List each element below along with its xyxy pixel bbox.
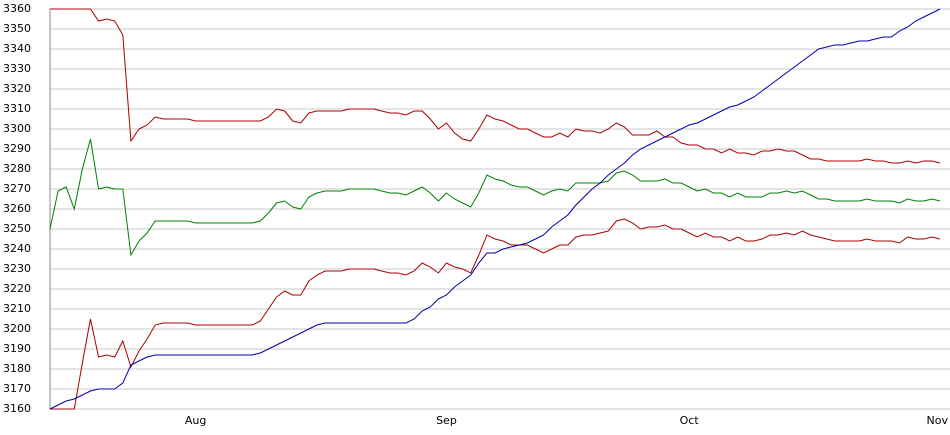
y-tick-label: 3210 [3,302,31,315]
x-tick-label: Oct [680,414,700,427]
y-tick-label: 3160 [3,402,31,415]
y-tick-label: 3310 [3,102,31,115]
y-tick-label: 3200 [3,322,31,335]
series-line [49,138,941,257]
y-tick-label: 3240 [3,242,31,255]
y-tick-label: 3230 [3,262,31,275]
y-tick-label: 3280 [3,162,31,175]
y-tick-label: 3350 [3,22,31,35]
x-tick-label: Nov [927,414,949,427]
y-tick-label: 3220 [3,282,31,295]
y-tick-label: 3360 [3,2,31,15]
y-tick-label: 3300 [3,122,31,135]
y-tick-label: 3290 [3,142,31,155]
x-tick-label: Aug [185,414,206,427]
y-tick-label: 3260 [3,202,31,215]
y-tick-label: 3180 [3,362,31,375]
series-line [50,218,941,410]
series-line [50,8,941,164]
x-tick-label: Sep [436,414,457,427]
y-tick-label: 3170 [3,382,31,395]
y-tick-label: 3190 [3,342,31,355]
series-line [49,8,941,410]
y-tick-label: 3330 [3,62,31,75]
y-tick-label: 3270 [3,182,31,195]
y-tick-label: 3340 [3,42,31,55]
y-tick-label: 3250 [3,222,31,235]
y-tick-label: 3320 [3,82,31,95]
